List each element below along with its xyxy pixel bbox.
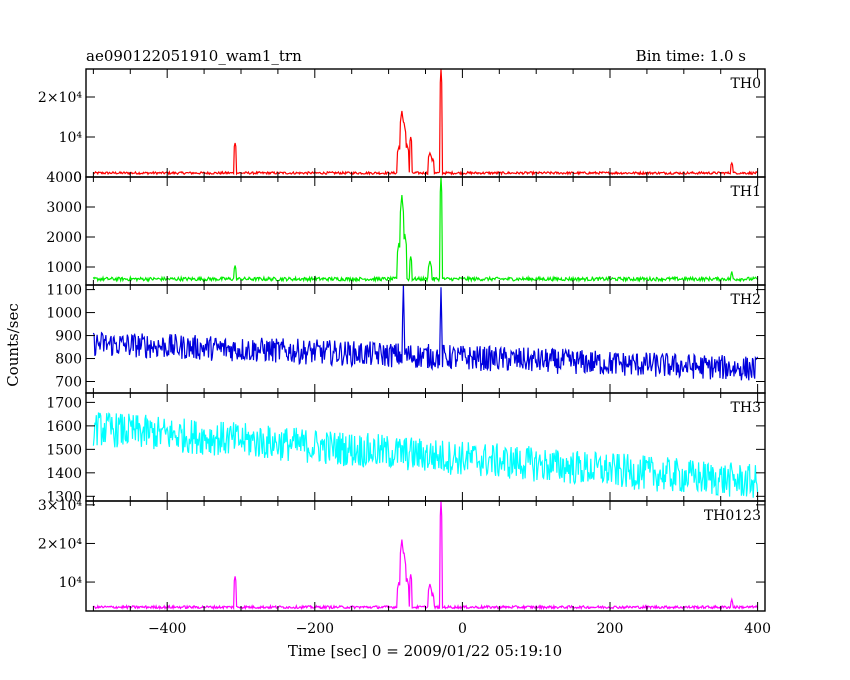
panel-th1: 1000 2000 3000 4000 TH1	[46, 170, 766, 286]
y-tick-label: 0	[73, 170, 82, 186]
x-tick-label: 400	[744, 621, 771, 637]
chart-title: ae090122051910_wam1_trn	[86, 47, 302, 65]
y-tick-label: 700	[55, 375, 82, 391]
series-line-th0123	[93, 500, 759, 611]
y-tick-label: 1700	[46, 395, 82, 411]
panel-th3: 1300 1400 1500 1600 1700 TH3	[46, 392, 766, 505]
series-line-th2	[92, 284, 759, 381]
y-tick-label: 10⁴	[59, 575, 83, 591]
panels-group: 010⁴2×10⁴TH01000200030004000TH1700800900…	[38, 68, 771, 637]
series-line-th1	[92, 176, 759, 284]
y-tick-label: 1000	[46, 306, 82, 322]
y-tick-label: 1500	[46, 442, 82, 458]
panel-th2: 700 800 900 1000 1100 TH2	[46, 283, 766, 394]
x-tick-label: −200	[296, 621, 334, 637]
x-tick-label: 200	[597, 621, 624, 637]
y-axis-label: Counts/sec	[4, 303, 22, 387]
y-tick-label: 1600	[46, 419, 82, 435]
y-tick-label: 2×10⁴	[38, 90, 82, 106]
panel-frame	[85, 500, 766, 612]
panel-frame	[85, 68, 766, 178]
y-tick-label: 4000	[46, 170, 82, 186]
panel-label: TH3	[731, 400, 761, 416]
panel-frame	[85, 176, 766, 286]
x-axis-label: Time [sec] 0 = 2009/01/22 05:19:10	[288, 642, 562, 660]
series-line-th3	[92, 412, 759, 498]
y-tick-label: 800	[55, 352, 82, 368]
panel-th0: 0 10⁴ 2×10⁴ TH0	[38, 68, 766, 186]
y-tick-label: 2000	[46, 230, 82, 246]
y-tick-label: 3×10⁴	[38, 498, 82, 514]
series-line-th0	[92, 68, 758, 177]
y-tick-label: 1300	[46, 489, 82, 505]
panel-th0123: 10⁴ 2×10⁴ 3×10⁴ TH0123	[38, 498, 766, 612]
y-tick-label: 1400	[46, 466, 82, 482]
panel-label: TH1	[731, 184, 761, 200]
y-tick-label: 1100	[46, 283, 82, 299]
bin-time-label: Bin time: 1.0 s	[636, 47, 746, 65]
panel-label: TH0123	[704, 508, 761, 524]
y-tick-label: 3000	[46, 200, 82, 216]
panel-label: TH0	[731, 76, 761, 92]
y-tick-label: 2×10⁴	[38, 536, 82, 552]
x-tick-label: 0	[458, 621, 467, 637]
panel-label: TH2	[731, 292, 761, 308]
y-tick-label: 1000	[46, 260, 82, 276]
x-tick-label: −400	[148, 621, 186, 637]
y-tick-label: 10⁴	[59, 130, 83, 146]
y-tick-label: 900	[55, 329, 82, 345]
